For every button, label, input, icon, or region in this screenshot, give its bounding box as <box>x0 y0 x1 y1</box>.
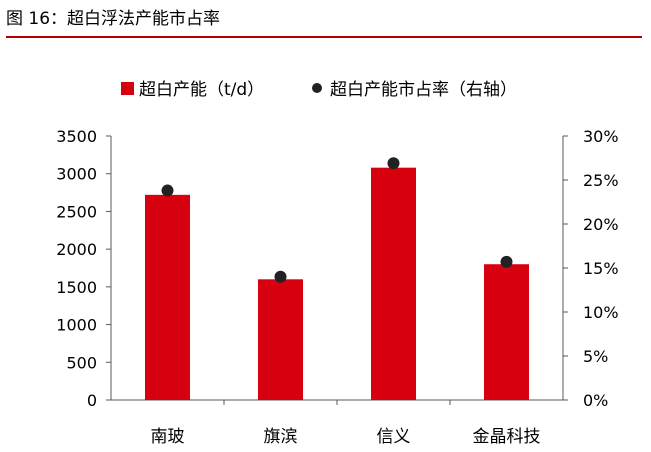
legend-bar-label: 超白产能（t/d） <box>139 80 264 100</box>
left-tick-label: 3500 <box>56 127 97 146</box>
share-point <box>387 157 400 170</box>
legend-bar-swatch <box>121 82 134 95</box>
left-tick-label: 0 <box>87 391 97 410</box>
axis-labels: 0 500 1000 1500 2000 2500 3000 3500 0% 5% 10% 15% 20… <box>56 127 618 447</box>
dots <box>161 157 513 283</box>
bars <box>145 167 529 400</box>
figure-title: 图 16：超白浮法产能市占率 <box>6 9 221 29</box>
bar <box>258 279 303 400</box>
right-tick-label: 15% <box>583 259 619 278</box>
right-tick-label: 25% <box>583 171 619 190</box>
left-tick-label: 2500 <box>56 202 97 221</box>
bar <box>484 264 529 400</box>
left-tick-label: 1500 <box>56 278 97 297</box>
right-tick-label: 5% <box>583 347 608 366</box>
left-tick-label: 2000 <box>56 240 97 259</box>
legend-dot-label: 超白产能市占率（右轴） <box>330 80 517 100</box>
category-label: 旗滨 <box>264 427 298 447</box>
left-tick-label: 500 <box>66 353 97 372</box>
right-tick-label: 20% <box>583 215 619 234</box>
right-tick-label: 0% <box>583 391 608 410</box>
right-tick-label: 30% <box>583 127 619 146</box>
category-label: 南玻 <box>151 427 185 447</box>
category-label: 信义 <box>377 427 411 447</box>
share-point <box>500 255 513 268</box>
left-tick-label: 3000 <box>56 165 97 184</box>
right-tick-label: 10% <box>583 303 619 322</box>
bar <box>371 167 416 400</box>
bar <box>145 194 190 400</box>
legend: 超白产能（t/d） 超白产能市占率（右轴） <box>121 80 517 100</box>
legend-dot-swatch <box>312 83 322 93</box>
share-point <box>274 270 287 283</box>
share-point <box>161 184 174 197</box>
title-divider <box>6 36 642 38</box>
left-tick-label: 1000 <box>56 316 97 335</box>
category-label: 金晶科技 <box>473 427 541 447</box>
